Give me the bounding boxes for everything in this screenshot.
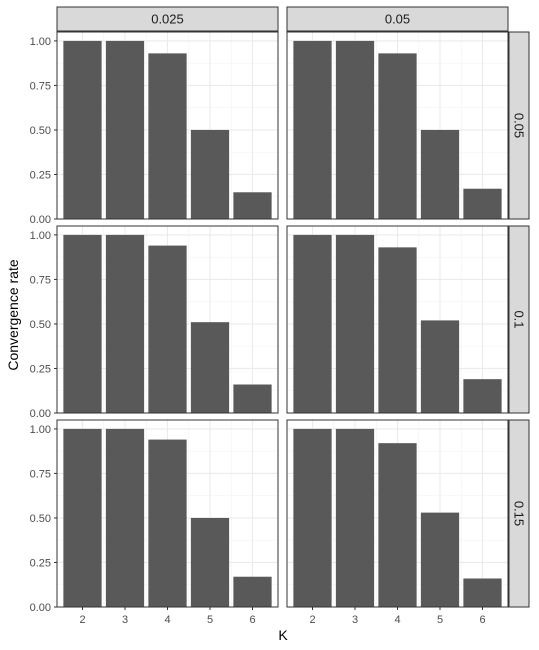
bar-0.1-0.025-K6 — [233, 384, 272, 413]
facet-strip-row-0 — [508, 31, 530, 220]
bar-0.05-0.05-K2 — [293, 40, 332, 220]
bar-0.15-0.025-K3 — [105, 428, 145, 607]
y-tick-label: 0.50 — [30, 319, 51, 331]
y-tick-label: 0.25 — [30, 557, 51, 569]
bar-0.15-0.05-K3 — [335, 428, 375, 607]
y-tick-label: 0.00 — [30, 408, 51, 420]
bar-0.15-0.05-K4 — [378, 443, 417, 607]
bar-0.15-0.05-K6 — [463, 578, 502, 607]
x-tick-label: 3 — [122, 614, 128, 626]
y-tick-label: 0.75 — [30, 468, 51, 480]
y-tick-label: 0.25 — [30, 169, 51, 181]
panel-border — [56, 225, 279, 414]
x-tick-label: 6 — [479, 614, 485, 626]
bar-0.15-0.025-K6 — [233, 576, 272, 607]
y-tick-label: 0.00 — [30, 602, 51, 614]
bar-0.05-0.025-K4 — [148, 53, 187, 219]
bar-0.05-0.025-K3 — [105, 40, 145, 220]
bar-0.05-0.05-K4 — [378, 53, 417, 219]
x-tick-label: 6 — [249, 614, 255, 626]
bar-0.1-0.05-K5 — [420, 320, 460, 413]
bar-0.1-0.05-K2 — [293, 234, 332, 413]
panel-border — [286, 31, 509, 220]
y-tick-label: 0.50 — [30, 513, 51, 525]
y-tick-label: 0.25 — [30, 363, 51, 375]
x-tick-label: 2 — [79, 614, 85, 626]
bar-0.05-0.025-K2 — [63, 40, 102, 220]
bar-0.05-0.05-K5 — [420, 129, 460, 219]
facet-strip-row-label-2: 0.15 — [512, 501, 527, 526]
panel-border — [286, 225, 509, 414]
x-tick-label: 5 — [207, 614, 213, 626]
facet-strip-col-0 — [56, 6, 279, 32]
facet-strip-col-1 — [286, 6, 509, 32]
y-tick-label: 1.00 — [30, 230, 51, 242]
bar-0.1-0.05-K4 — [378, 247, 417, 413]
facet-strip-col-label-1: 0.05 — [385, 12, 410, 27]
panel-border — [56, 31, 279, 220]
y-tick-label: 1.00 — [30, 36, 51, 48]
bar-0.1-0.05-K3 — [335, 234, 375, 413]
facet-strip-row-1 — [508, 225, 530, 414]
bar-0.05-0.05-K6 — [463, 188, 502, 219]
bar-0.05-0.025-K5 — [190, 129, 230, 219]
bar-0.1-0.025-K4 — [148, 245, 187, 413]
bar-0.1-0.025-K3 — [105, 234, 145, 413]
y-tick-label: 0.00 — [30, 214, 51, 226]
bar-0.1-0.025-K2 — [63, 234, 102, 413]
x-tick-label: 2 — [309, 614, 315, 626]
bar-0.1-0.025-K5 — [190, 322, 230, 413]
bar-0.15-0.05-K5 — [420, 512, 460, 607]
y-tick-label: 0.75 — [30, 80, 51, 92]
x-tick-label: 3 — [352, 614, 358, 626]
bar-0.05-0.025-K6 — [233, 192, 272, 219]
y-tick-label: 1.00 — [30, 424, 51, 436]
bar-0.15-0.05-K2 — [293, 428, 332, 607]
y-tick-label: 0.50 — [30, 125, 51, 137]
x-tick-label: 4 — [164, 614, 170, 626]
facet-strip-col-label-0: 0.025 — [151, 12, 184, 27]
facet-strip-row-label-0: 0.05 — [512, 113, 527, 138]
x-axis-title: K — [278, 627, 288, 643]
x-tick-label: 4 — [394, 614, 400, 626]
bar-0.15-0.025-K5 — [190, 517, 230, 607]
bar-0.15-0.025-K4 — [148, 439, 187, 607]
bar-0.1-0.05-K6 — [463, 379, 502, 413]
facet-strip-row-label-1: 0.1 — [512, 310, 527, 328]
y-axis-title: Convergence rate — [5, 259, 21, 371]
bar-0.15-0.025-K2 — [63, 428, 102, 607]
x-tick-label: 5 — [437, 614, 443, 626]
facet-strip-row-2 — [508, 419, 530, 608]
y-tick-label: 0.75 — [30, 274, 51, 286]
bar-0.05-0.05-K3 — [335, 40, 375, 220]
